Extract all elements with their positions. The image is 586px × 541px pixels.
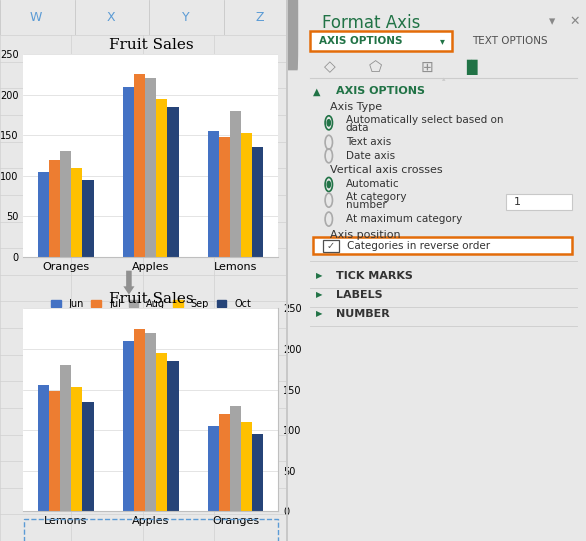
Text: ▶: ▶ (316, 291, 322, 299)
Bar (38, 385, 49, 511)
Bar (71, 387, 83, 511)
Bar (156, 98, 168, 257)
Text: TICK MARKS: TICK MARKS (336, 271, 413, 281)
Text: LABELS: LABELS (336, 290, 383, 300)
Text: ✕: ✕ (569, 15, 580, 28)
Text: Automatically select based on: Automatically select based on (346, 115, 503, 125)
Text: At category: At category (346, 193, 406, 202)
Text: At maximum category: At maximum category (346, 214, 462, 224)
Text: AXIS OPTIONS: AXIS OPTIONS (336, 87, 425, 96)
Text: ▶: ▶ (316, 272, 322, 280)
Text: Z: Z (255, 11, 264, 24)
Text: Format Axis: Format Axis (322, 14, 420, 32)
Text: Vertical axis crosses: Vertical axis crosses (331, 166, 443, 175)
Bar (38, 172, 49, 257)
Text: ⊞: ⊞ (421, 60, 433, 75)
Text: TEXT OPTIONS: TEXT OPTIONS (472, 36, 548, 46)
Text: Y: Y (182, 11, 189, 24)
Text: ⬠: ⬠ (369, 60, 382, 75)
FancyBboxPatch shape (287, 0, 298, 70)
Text: ▐▌: ▐▌ (461, 60, 484, 75)
Text: ◇: ◇ (324, 60, 336, 75)
Text: ▾: ▾ (549, 15, 556, 28)
Text: ✓: ✓ (327, 241, 335, 250)
Bar (241, 133, 253, 257)
Text: AXIS OPTIONS: AXIS OPTIONS (319, 36, 403, 46)
Bar (123, 87, 134, 257)
Bar (253, 147, 264, 257)
Bar (134, 328, 145, 511)
Text: ▶: ▶ (316, 309, 322, 318)
Bar (60, 365, 71, 511)
Bar (145, 78, 156, 257)
Text: 1: 1 (513, 197, 520, 207)
Bar (134, 74, 145, 257)
Bar (156, 353, 168, 511)
Text: W: W (30, 11, 42, 24)
FancyBboxPatch shape (506, 194, 572, 210)
Text: X: X (106, 11, 115, 24)
Text: ▴: ▴ (442, 76, 445, 83)
Bar (83, 401, 94, 511)
Text: Axis position: Axis position (331, 230, 401, 240)
FancyBboxPatch shape (323, 240, 339, 252)
FancyBboxPatch shape (313, 237, 572, 254)
Text: Date axis: Date axis (346, 151, 395, 161)
FancyBboxPatch shape (311, 31, 452, 51)
Bar (208, 426, 219, 511)
Bar (241, 422, 253, 511)
Bar (230, 111, 241, 257)
Legend: Jun, Jul, Aug, Sep, Oct: Jun, Jul, Aug, Sep, Oct (47, 295, 255, 313)
Text: Categories in reverse order: Categories in reverse order (347, 241, 490, 250)
Title: Fruit Sales: Fruit Sales (108, 292, 193, 306)
Bar (49, 391, 60, 511)
Text: ▾: ▾ (440, 36, 445, 46)
Bar (253, 434, 264, 511)
Text: Automatic: Automatic (346, 180, 400, 189)
Bar (168, 107, 179, 257)
Bar (219, 137, 230, 257)
Bar (123, 341, 134, 511)
Text: NUMBER: NUMBER (336, 309, 390, 319)
Bar (168, 361, 179, 511)
Text: Axis Type: Axis Type (331, 102, 382, 111)
Text: Text axis: Text axis (346, 137, 391, 147)
Bar (71, 168, 83, 257)
Text: number: number (346, 200, 387, 210)
Bar (83, 180, 94, 257)
Bar (208, 131, 219, 257)
Circle shape (327, 120, 331, 126)
FancyArrowPatch shape (124, 270, 134, 295)
Text: ▲: ▲ (313, 87, 321, 96)
Title: Fruit Sales: Fruit Sales (108, 37, 193, 51)
Bar (49, 160, 60, 257)
Bar (60, 151, 71, 257)
Bar (219, 414, 230, 511)
Bar (145, 333, 156, 511)
Circle shape (327, 181, 331, 188)
Bar (230, 406, 241, 511)
Text: data: data (346, 123, 369, 133)
